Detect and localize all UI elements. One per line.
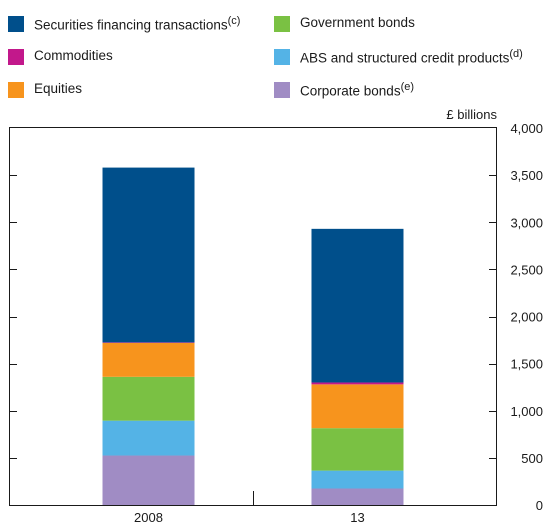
legend-swatch-securities-financing bbox=[8, 16, 24, 32]
legend-label-corporate-bonds: Corporate bonds bbox=[300, 83, 401, 99]
bar-segment-2008-1 bbox=[102, 420, 195, 456]
legend-label-equities: Equities bbox=[34, 81, 83, 96]
legend-label-abs: ABS and structured credit products bbox=[300, 50, 510, 66]
bar-segment-13-4 bbox=[311, 382, 404, 385]
bar-segment-13-0 bbox=[311, 488, 404, 505]
legend-label-government-bonds: Government bonds bbox=[300, 15, 415, 30]
x-tick-label-0: 2008 bbox=[134, 510, 163, 525]
legend-swatch-corporate-bonds bbox=[274, 82, 290, 98]
legend-swatch-commodities bbox=[8, 49, 24, 65]
legend-label-securities-financing: Securities financing transactions bbox=[34, 17, 228, 33]
legend-note-corporate-bonds: (e) bbox=[400, 81, 415, 93]
legend-swatch-equities bbox=[8, 82, 24, 98]
y-tick-label-8: 4,000 bbox=[510, 121, 543, 136]
plot-frame bbox=[9, 127, 497, 506]
bar-segment-2008-3 bbox=[102, 342, 195, 377]
bar-segment-13-5 bbox=[311, 228, 404, 383]
y-tick-label-0: 0 bbox=[536, 498, 543, 513]
unit-label: £ billions bbox=[446, 107, 497, 122]
bar-segment-2008-2 bbox=[102, 376, 195, 421]
legend-swatch-abs bbox=[274, 49, 290, 65]
y-tick-label-7: 3,500 bbox=[510, 168, 543, 183]
chart-legend: Securities financing transactions(c) Gov… bbox=[0, 0, 547, 110]
y-tick-label-6: 3,000 bbox=[510, 215, 543, 230]
bar-segment-13-1 bbox=[311, 470, 404, 489]
y-tick-label-4: 2,000 bbox=[510, 310, 543, 325]
y-tick-label-5: 2,500 bbox=[510, 262, 543, 277]
y-axis: 0 500 1,000 1,500 2,000 2,500 3,000 3,500 4,000 bbox=[10, 121, 543, 513]
legend-note-securities-financing: (c) bbox=[227, 15, 241, 27]
bar-segment-13-2 bbox=[311, 428, 404, 471]
legend-label-commodities: Commodities bbox=[34, 48, 113, 63]
legend-swatch-government-bonds bbox=[274, 16, 290, 32]
bar-segment-13-3 bbox=[311, 384, 404, 429]
bars-group bbox=[102, 167, 404, 505]
x-tick-label-1: 13 bbox=[350, 510, 364, 525]
y-tick-label-1: 500 bbox=[521, 451, 543, 466]
bar-segment-2008-0 bbox=[102, 455, 195, 505]
y-tick-label-2: 1,000 bbox=[510, 404, 543, 419]
legend-note-abs: (d) bbox=[509, 48, 523, 60]
bar-segment-2008-5 bbox=[102, 167, 195, 343]
x-axis: 2008 13 bbox=[134, 491, 365, 525]
y-tick-label-3: 1,500 bbox=[510, 357, 543, 372]
